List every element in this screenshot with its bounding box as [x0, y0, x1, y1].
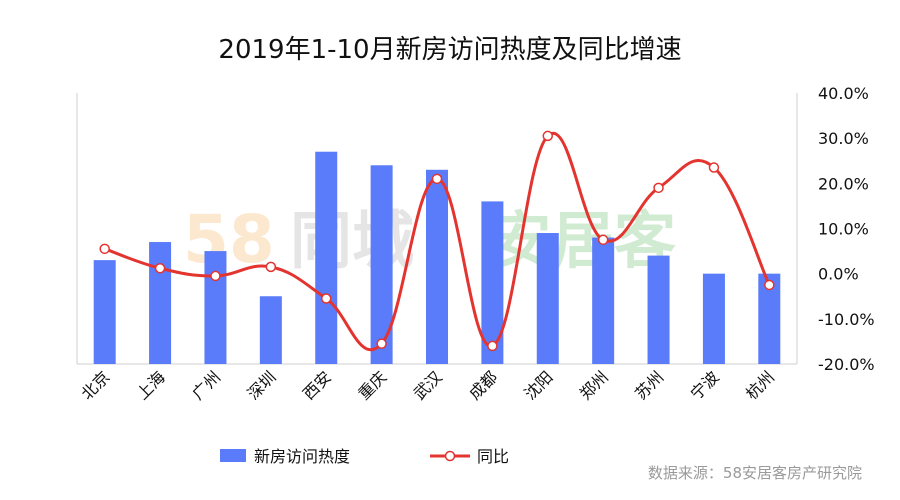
bar-series — [93, 151, 781, 364]
right-tick-label: -20.0% — [818, 355, 875, 374]
legend-bar-label: 新房访问热度 — [254, 447, 350, 466]
watermark-tongcheng: 同城 — [290, 204, 414, 277]
x-tick-label: 武汉 — [410, 367, 446, 403]
line-point-11 — [708, 162, 720, 173]
line-point-10 — [653, 182, 664, 194]
bar-0 — [93, 260, 116, 364]
x-tick-label: 宁波 — [687, 367, 723, 403]
x-tick-label: 深圳 — [244, 367, 280, 403]
line-point-12 — [764, 279, 775, 291]
source-note: 数据来源：58安居客房产研究院 — [648, 464, 862, 482]
bar-3 — [259, 296, 282, 364]
x-tick-label: 西安 — [299, 367, 335, 403]
line-point-9 — [597, 234, 609, 246]
bar-2 — [204, 251, 227, 364]
x-axis-ticks: 北京 上海 广州 深圳 西安 重庆 武汉 成都 沈阳 郑州 苏州 宁波 杭州 — [77, 367, 778, 403]
right-tick-label: -10.0% — [818, 310, 875, 329]
x-tick-label: 郑州 — [576, 367, 612, 403]
legend: 新房访问热度 同比 — [220, 447, 509, 466]
bar-1 — [149, 242, 172, 364]
x-tick-label: 上海 — [133, 367, 169, 403]
bar-7 — [481, 201, 504, 364]
line-point-3 — [265, 261, 277, 273]
right-tick-label: 20.0% — [818, 174, 869, 193]
bar-4 — [315, 151, 338, 364]
line-series — [99, 130, 775, 352]
bar-11 — [702, 273, 725, 364]
right-tick-label: 30.0% — [818, 129, 869, 148]
legend-bar-swatch — [220, 449, 246, 462]
legend-line-marker — [444, 450, 456, 462]
x-tick-label: 杭州 — [742, 367, 778, 403]
x-tick-label: 北京 — [77, 367, 113, 403]
line-point-2 — [210, 270, 221, 282]
line-point-4 — [320, 293, 332, 304]
line-point-6 — [431, 173, 443, 185]
chart-title: 2019年1-10月新房访问热度及同比增速 — [218, 35, 681, 65]
line-point-5 — [376, 338, 387, 349]
legend-line-label: 同比 — [477, 447, 509, 466]
bar-9 — [592, 237, 615, 364]
x-tick-label: 沈阳 — [521, 367, 557, 403]
x-tick-label: 重庆 — [354, 367, 390, 403]
right-tick-label: 40.0% — [818, 84, 869, 103]
x-tick-label: 广州 — [188, 367, 224, 403]
right-axis-ticks: 40.0% 30.0% 20.0% 10.0% 0.0% -10.0% -20.0% — [818, 84, 875, 374]
line-point-8 — [542, 130, 554, 142]
line-point-7 — [487, 340, 498, 352]
line-point-1 — [154, 262, 166, 274]
right-tick-label: 10.0% — [818, 220, 869, 239]
x-tick-label: 苏州 — [631, 367, 667, 403]
bar-12 — [758, 273, 781, 364]
x-tick-label: 成都 — [465, 367, 501, 403]
line-point-0 — [99, 243, 110, 255]
bar-8 — [536, 233, 559, 364]
bar-6 — [426, 169, 448, 364]
bar-10 — [647, 255, 670, 364]
right-tick-label: 0.0% — [818, 265, 859, 284]
bar-5 — [370, 165, 393, 364]
